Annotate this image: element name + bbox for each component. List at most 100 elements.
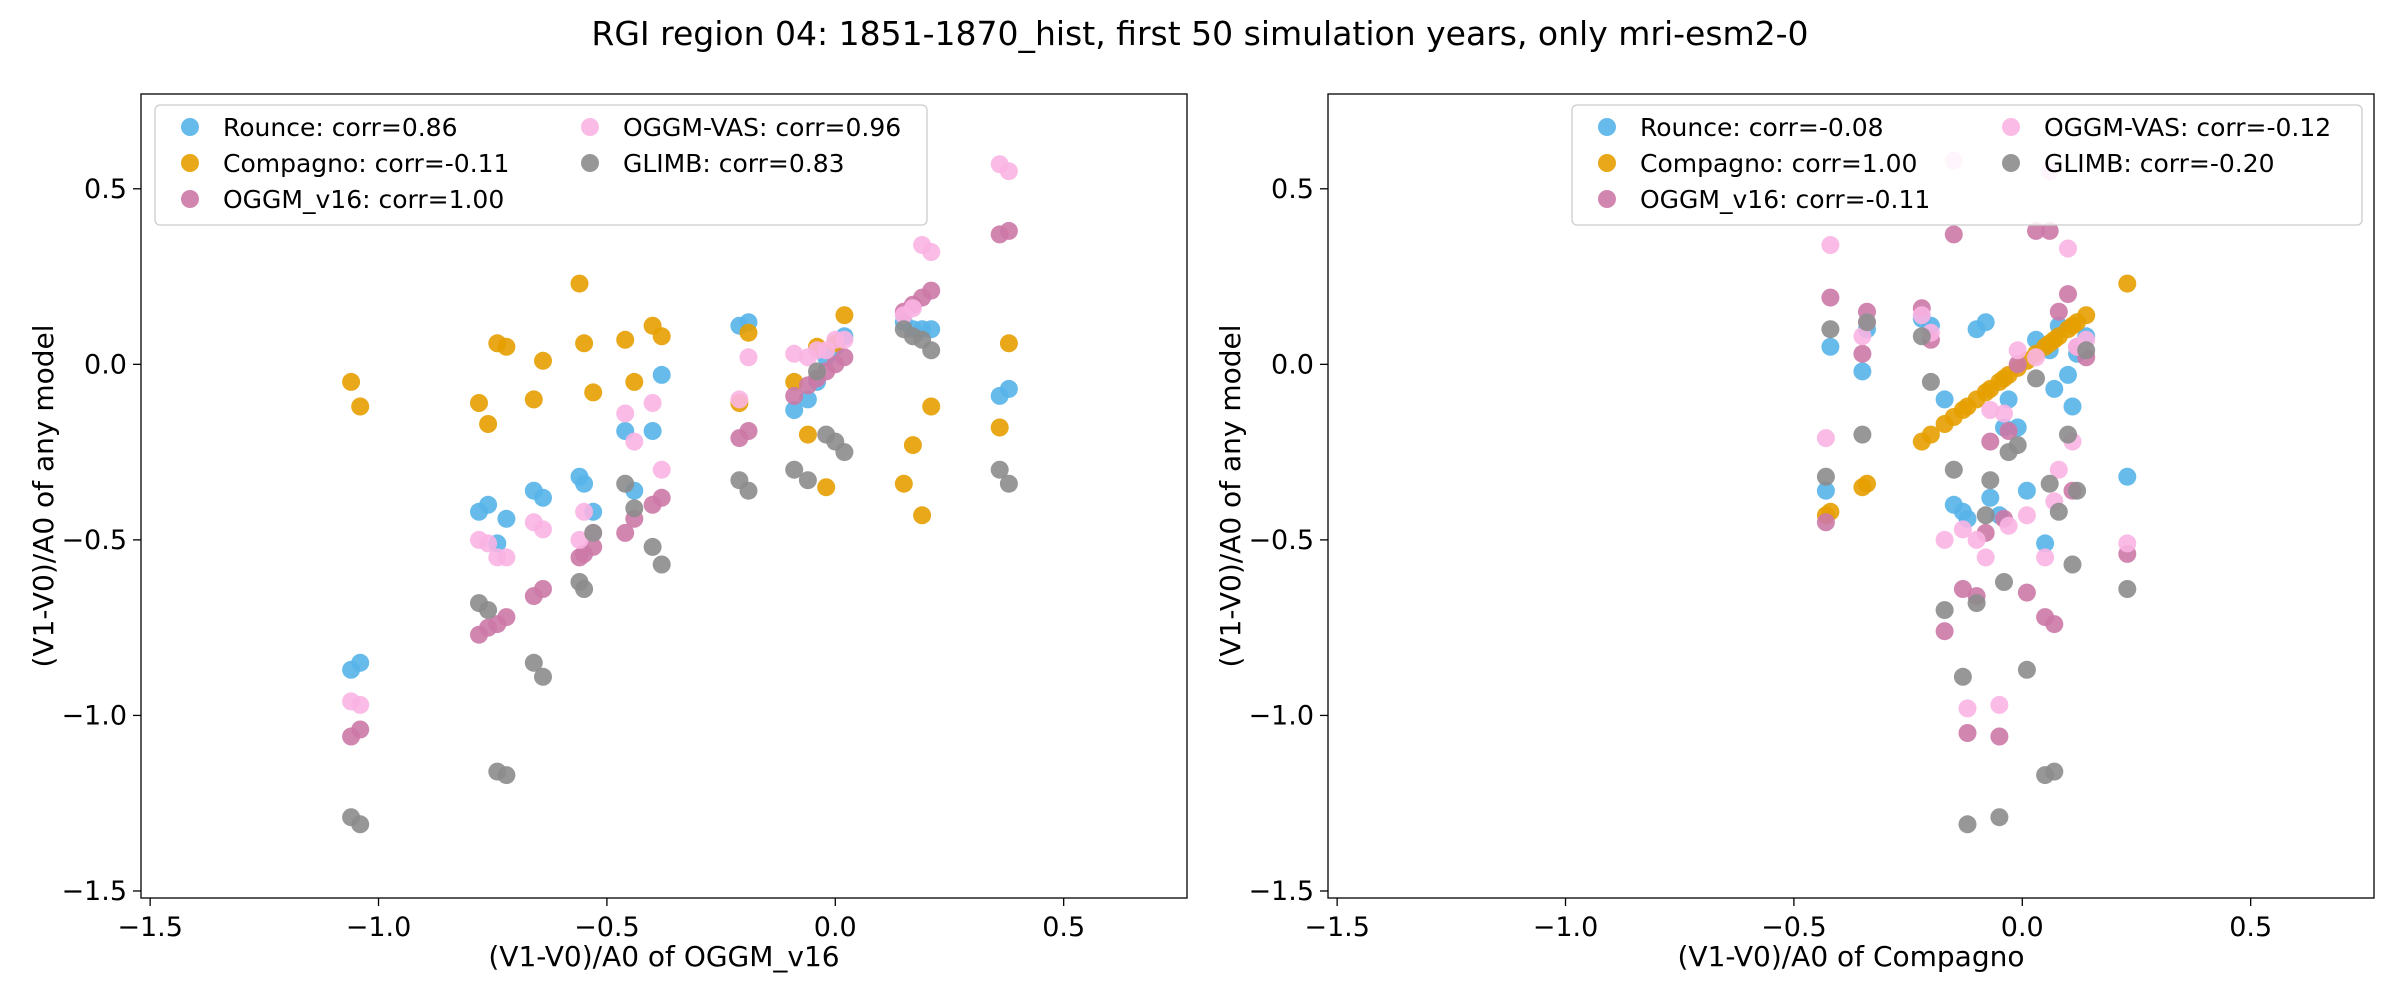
- point-series-2: [2118, 274, 2137, 293]
- y-tick-label: −1.5: [61, 876, 127, 907]
- point-series-3: [999, 221, 1018, 240]
- legend-marker: [2002, 154, 2020, 172]
- point-series-2: [1921, 425, 1940, 444]
- point-series-1: [2063, 397, 2082, 416]
- point-series-5: [808, 362, 826, 381]
- legend-marker: [1598, 118, 1616, 136]
- point-series-4: [835, 330, 854, 349]
- point-series-5: [739, 481, 758, 500]
- point-series-5: [1990, 808, 2009, 827]
- y-tick-label: −1.5: [1248, 876, 1314, 907]
- point-series-4: [1953, 520, 1972, 539]
- point-series-1: [999, 379, 1018, 398]
- point-series-3: [1935, 622, 1954, 641]
- point-series-3: [351, 720, 370, 739]
- legend-entry: GLIMB: corr=-0.20: [2044, 149, 2275, 178]
- point-series-1: [2118, 467, 2137, 486]
- point-series-5: [643, 537, 662, 556]
- point-series-4: [1990, 695, 2009, 714]
- point-series-5: [798, 471, 817, 490]
- point-series-3: [1816, 513, 1835, 532]
- point-series-4: [652, 460, 671, 479]
- point-series-5: [2059, 425, 2077, 444]
- point-series-1: [643, 422, 662, 440]
- point-series-4: [2008, 341, 2027, 360]
- scatter-points: [342, 155, 1018, 834]
- point-series-4: [1999, 516, 2018, 535]
- point-series-1: [1981, 488, 2000, 507]
- point-series-1: [2017, 481, 2036, 500]
- x-axis-label: (V1-V0)/A0 of Compagno: [1678, 940, 2025, 973]
- point-series-4: [730, 390, 749, 409]
- point-series-2: [903, 436, 922, 455]
- point-series-5: [351, 815, 370, 834]
- point-series-3: [785, 386, 804, 405]
- y-tick-label: 0.0: [84, 349, 127, 380]
- point-series-4: [1958, 699, 1977, 718]
- point-series-1: [1935, 390, 1954, 409]
- point-series-2: [817, 478, 836, 497]
- point-series-5: [2049, 502, 2068, 521]
- point-series-5: [785, 460, 804, 479]
- point-series-4: [625, 432, 644, 451]
- x-tick-label: −1.5: [1304, 912, 1370, 943]
- point-series-4: [903, 299, 922, 318]
- point-series-2: [570, 274, 589, 293]
- point-series-4: [1821, 236, 1840, 254]
- x-tick-label: 0.5: [2229, 912, 2272, 943]
- legend: Rounce: corr=-0.08 Compagno: corr=1.00 OGG…: [1571, 104, 2363, 226]
- legend-entry: GLIMB: corr=0.83: [623, 149, 845, 178]
- x-tick-label: −1.0: [346, 912, 412, 943]
- x-tick-label: −0.5: [1761, 912, 1827, 943]
- x-tick-label: −1.0: [1533, 912, 1599, 943]
- point-series-5: [1981, 471, 2000, 490]
- point-series-4: [922, 243, 941, 261]
- point-series-3: [2017, 583, 2036, 602]
- point-series-1: [785, 401, 804, 419]
- point-series-3: [739, 422, 758, 440]
- point-series-2: [1944, 408, 1963, 426]
- y-axis-label: (V1-V0)/A0 of any model: [27, 325, 60, 668]
- x-axis-label: (V1-V0)/A0 of OGGM_v16: [488, 940, 839, 973]
- point-series-2: [2077, 306, 2096, 325]
- legend-marker: [581, 118, 599, 136]
- point-series-4: [570, 530, 589, 549]
- point-series-2: [625, 372, 644, 391]
- point-series-5: [1958, 815, 1977, 834]
- point-series-3: [1999, 422, 2018, 440]
- legend-marker: [581, 154, 599, 172]
- point-series-1: [575, 474, 594, 493]
- legend-marker: [181, 190, 199, 208]
- point-series-4: [999, 162, 1018, 181]
- point-series-5: [1853, 425, 1872, 444]
- point-series-2: [470, 394, 488, 412]
- point-series-5: [2118, 580, 2137, 598]
- point-series-2: [534, 351, 552, 370]
- point-series-1: [1999, 390, 2018, 409]
- point-series-5: [2017, 660, 2036, 679]
- point-series-4: [2049, 460, 2068, 479]
- point-series-4: [785, 344, 804, 363]
- point-series-4: [479, 534, 498, 553]
- point-series-5: [2040, 474, 2059, 493]
- point-series-3: [2049, 302, 2068, 321]
- x-tick-label: −1.5: [117, 912, 183, 943]
- point-series-5: [497, 766, 516, 785]
- y-tick-label: 0.5: [84, 174, 127, 205]
- point-series-5: [1912, 327, 1931, 346]
- point-series-3: [835, 348, 854, 367]
- y-tick-label: −1.0: [1248, 700, 1314, 731]
- point-series-3: [1953, 580, 1972, 598]
- point-series-2: [798, 425, 817, 444]
- point-series-5: [1944, 460, 1963, 479]
- point-series-3: [616, 523, 635, 542]
- point-series-5: [1953, 667, 1972, 686]
- point-series-5: [990, 460, 1009, 479]
- point-series-1: [1816, 481, 1835, 500]
- point-series-5: [922, 341, 941, 360]
- x-tick-label: 0.5: [1042, 912, 1085, 943]
- point-series-1: [1976, 313, 1995, 332]
- legend-entry: OGGM-VAS: corr=0.96: [623, 113, 901, 142]
